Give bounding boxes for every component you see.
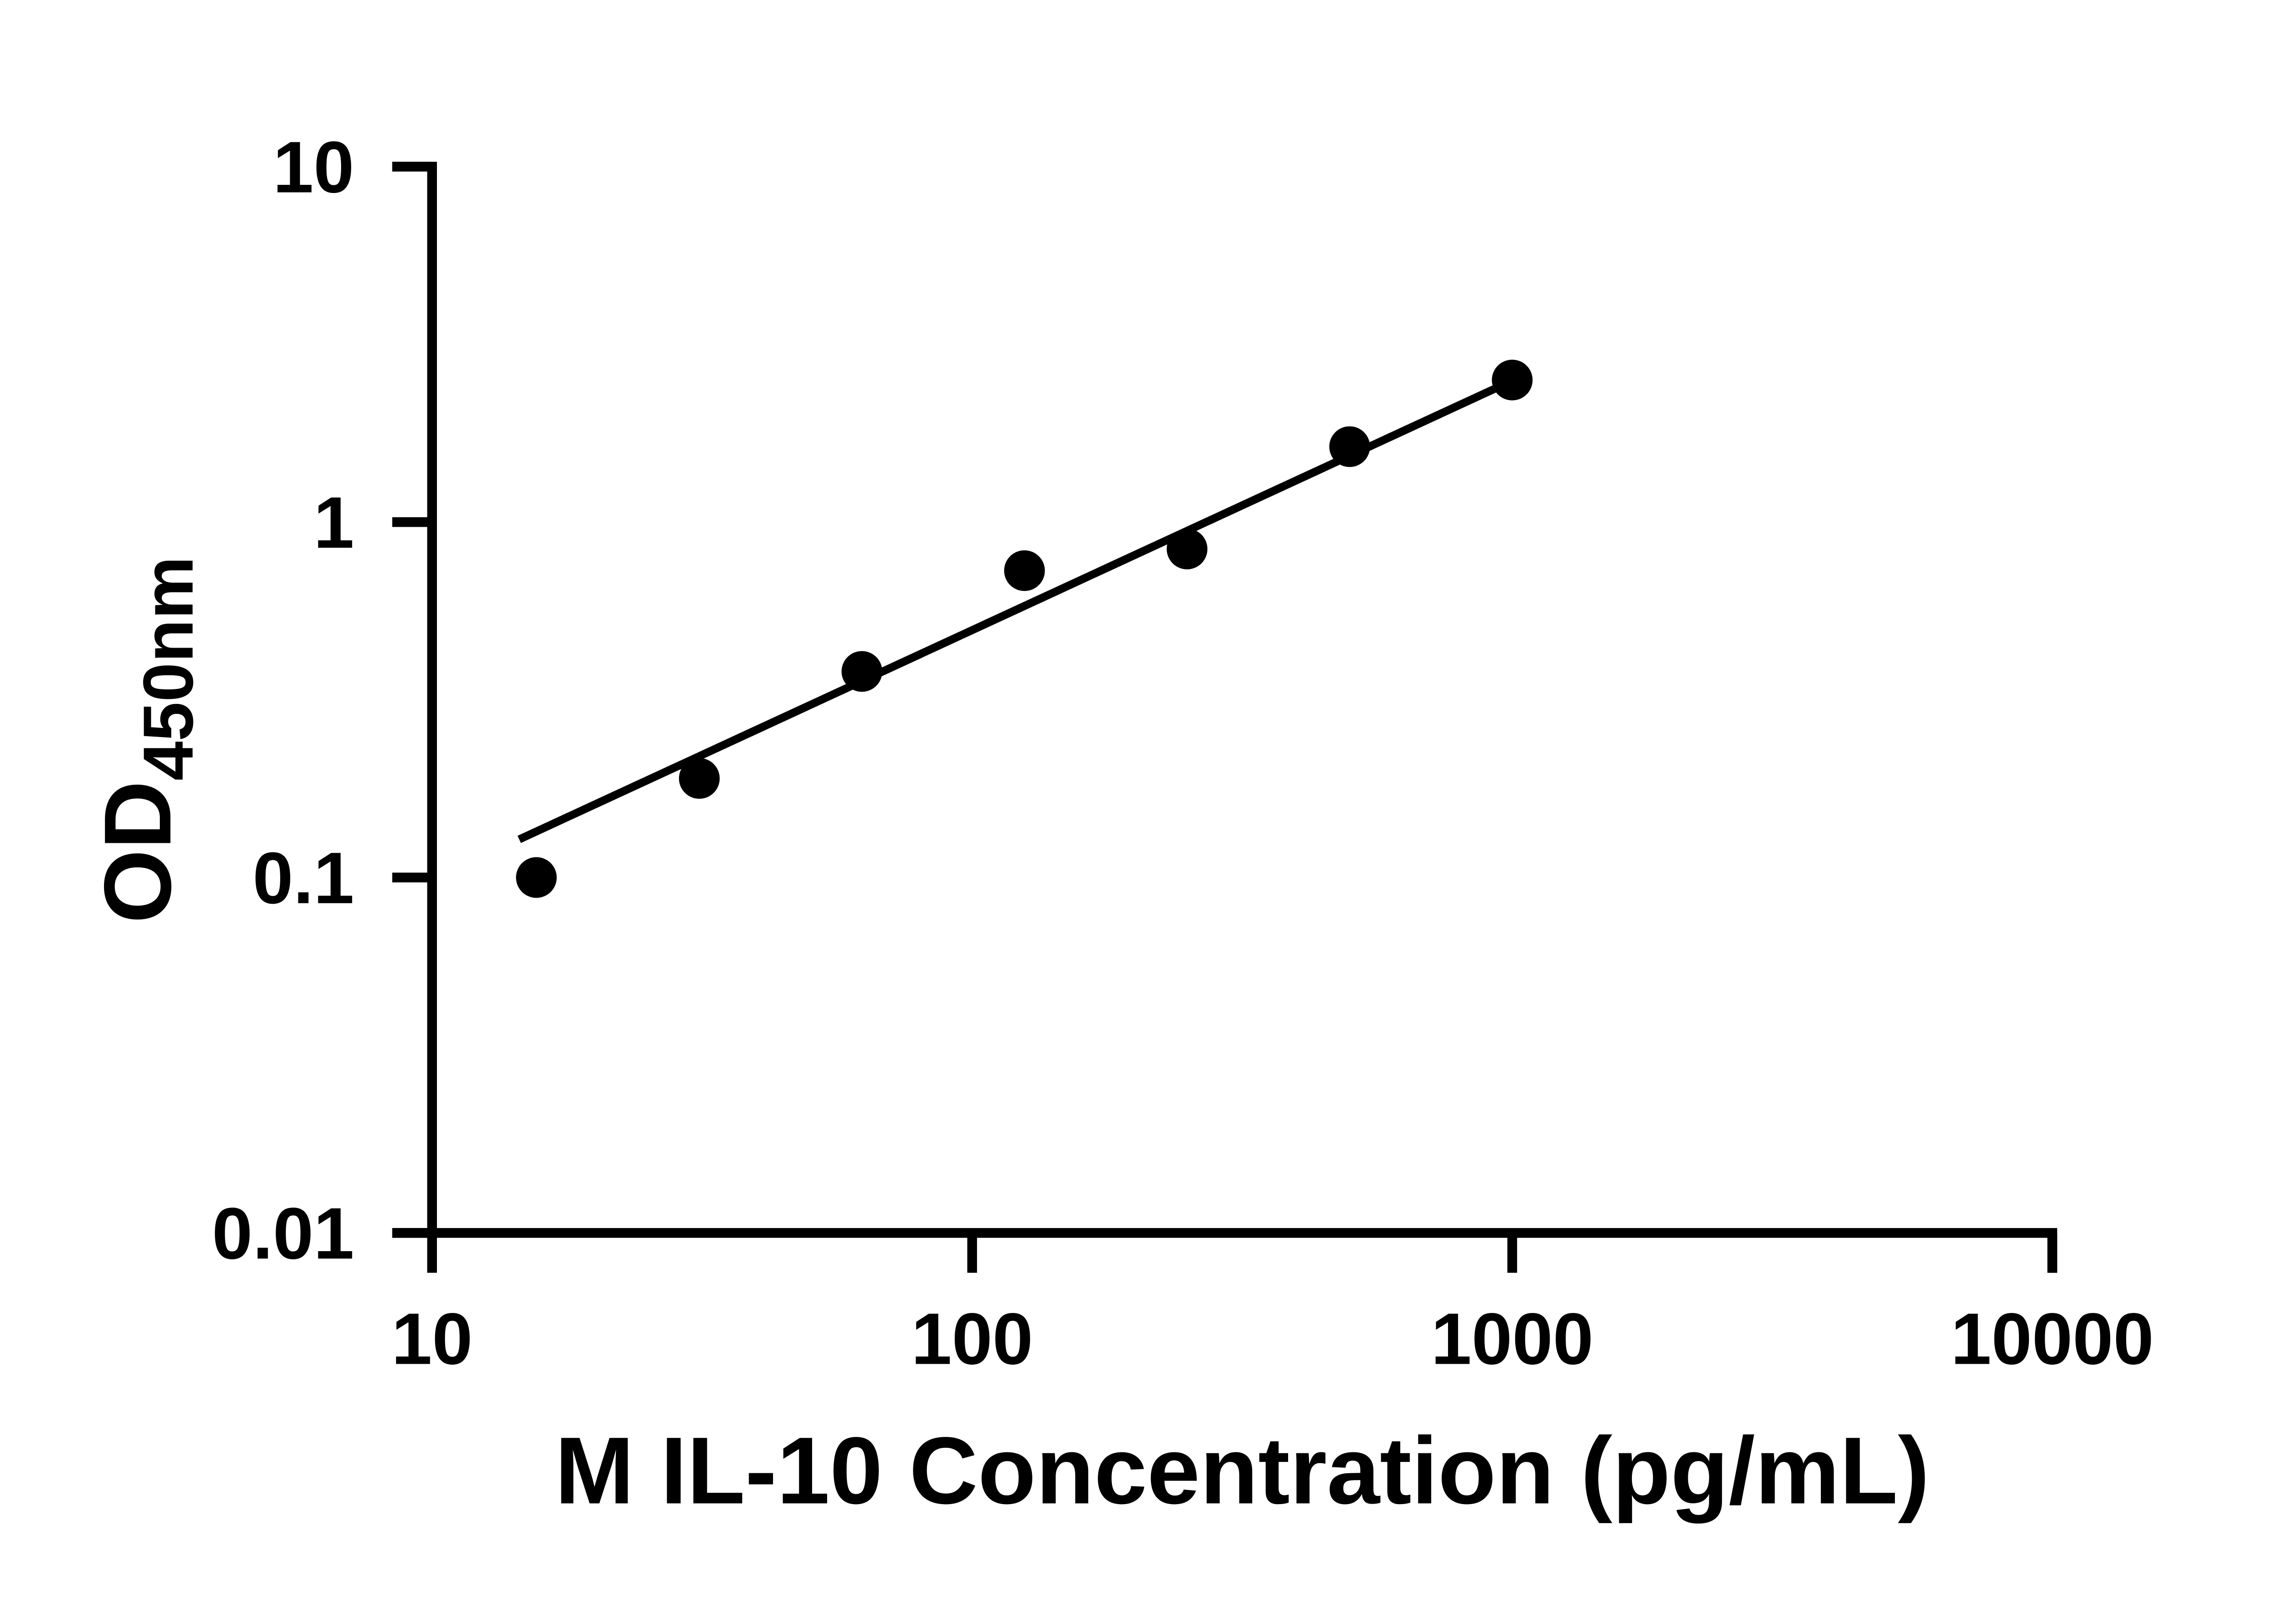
plot-layer <box>516 359 1533 898</box>
y-tick-label: 0.01 <box>212 1193 354 1274</box>
data-point <box>1004 550 1045 591</box>
data-point <box>1329 426 1370 467</box>
y-tick-label: 0.1 <box>253 837 354 919</box>
data-points <box>516 359 1533 898</box>
data-point <box>1166 529 1208 569</box>
x-axis-title: M IL-10 Concentration (pg/mL) <box>555 1417 1930 1524</box>
y-axis-line <box>392 162 437 1233</box>
y-tick-label: 1 <box>313 482 354 564</box>
x-tick-label: 100 <box>911 1298 1033 1380</box>
x-tick-label: 10000 <box>1951 1298 2154 1380</box>
x-ticks <box>427 1233 2058 1273</box>
x-tick-label: 10 <box>392 1298 473 1380</box>
data-point <box>1492 359 1533 401</box>
y-tick-label: 10 <box>273 126 354 208</box>
data-point <box>516 857 557 898</box>
data-point <box>679 758 720 799</box>
y-axis-title: OD450nm <box>84 556 208 923</box>
x-tick-label: 1000 <box>1431 1298 1594 1380</box>
data-point <box>841 651 883 692</box>
y-tick-labels: 10 1 0.1 0.01 <box>212 126 354 1274</box>
x-tick-labels: 10 100 1000 10000 <box>392 1298 2154 1380</box>
axes-layer <box>392 162 2058 1273</box>
y-axis-title-subscript: 450nm <box>129 556 208 781</box>
y-ticks <box>392 162 432 1238</box>
x-axis-line <box>392 1228 2058 1273</box>
y-axis-title-main: OD <box>84 781 191 923</box>
